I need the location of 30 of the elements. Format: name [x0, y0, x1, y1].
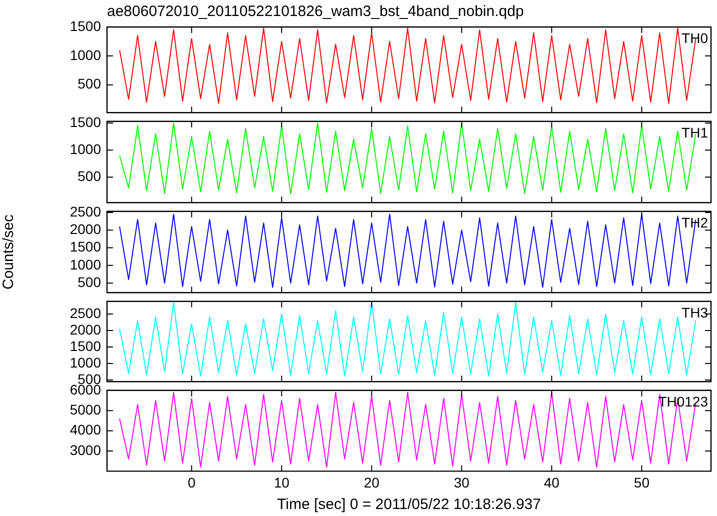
y-tick-label: 1500	[70, 338, 102, 354]
y-tick-label: 1000	[70, 140, 102, 157]
y-tick-label: 2000	[70, 220, 102, 237]
x-axis-title: Time [sec] 0 = 2011/05/22 10:18:26.937	[277, 496, 541, 514]
y-tick-label: 1500	[70, 18, 102, 34]
y-tick-label: 2500	[70, 304, 102, 321]
x-tick-label: 10	[274, 474, 290, 490]
y-tick-label: 3000	[70, 442, 102, 458]
y-tick-label: 1500	[70, 114, 102, 130]
y-axis-title: Counts/sec	[0, 214, 18, 290]
series-label: TH3	[682, 304, 708, 320]
y-tick-label: 1000	[70, 256, 102, 272]
y-tick-label: 5000	[70, 401, 102, 418]
y-tick-label: 500	[78, 274, 102, 290]
y-tick-label: 1000	[70, 46, 102, 63]
y-tick-label: 2000	[70, 321, 102, 338]
x-tick-label: 0	[188, 474, 196, 490]
y-tick-label: 500	[78, 76, 102, 92]
y-tick-label: 2500	[70, 203, 102, 220]
chart-title: ae806072010_20110522101826_wam3_bst_4band_nobin.qdp	[107, 3, 524, 20]
x-tick-label: 40	[544, 474, 560, 490]
y-tick-label: 1500	[70, 238, 102, 255]
series-label: TH1	[682, 124, 708, 140]
x-tick-label: 30	[454, 474, 470, 490]
series-label: TH0	[682, 30, 708, 46]
y-tick-label: 500	[78, 168, 102, 184]
x-tick-label: 50	[634, 474, 650, 490]
y-tick-label: 1000	[70, 354, 102, 370]
x-tick-label: 20	[364, 474, 380, 490]
y-tick-label: 4000	[70, 422, 102, 438]
